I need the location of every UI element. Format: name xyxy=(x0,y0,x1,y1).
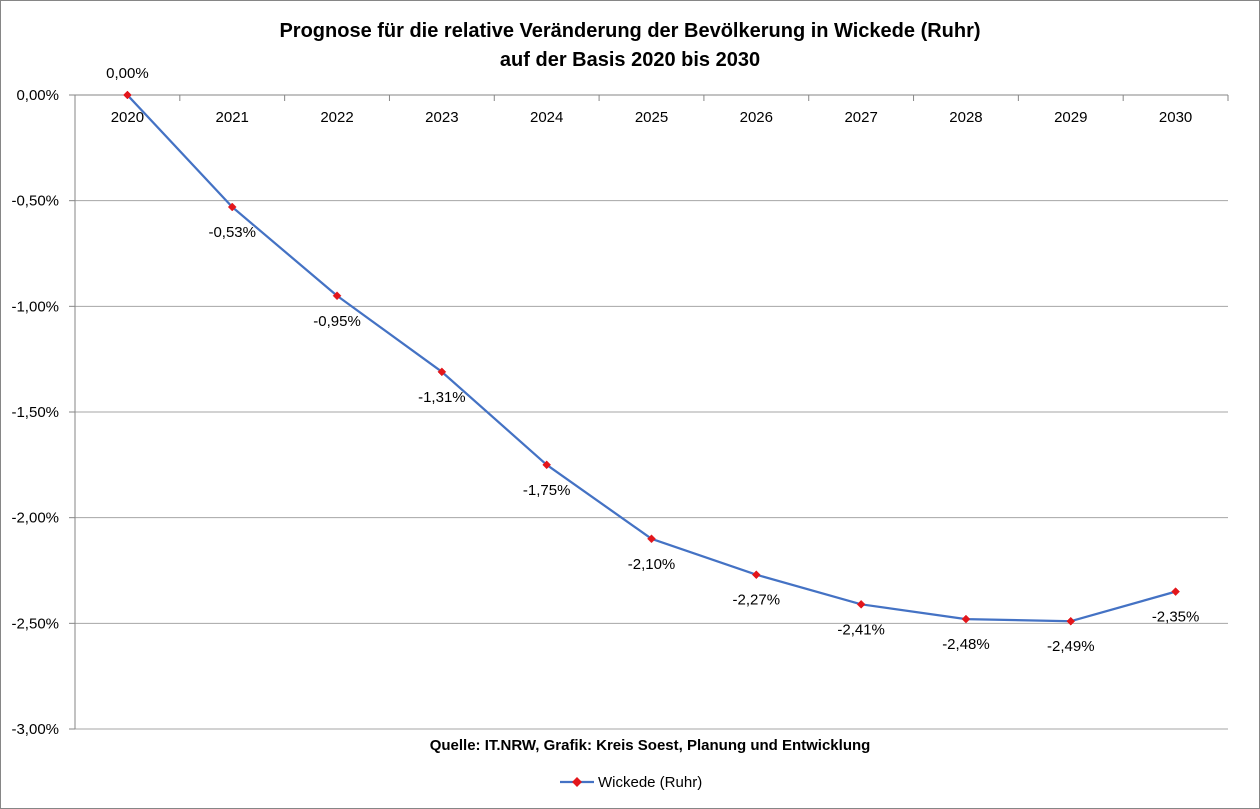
x-tick-label: 2025 xyxy=(635,109,668,126)
x-tick-label: 2030 xyxy=(1159,109,1192,126)
y-tick-label: -2,50% xyxy=(11,615,59,632)
y-tick-label: 0,00% xyxy=(16,87,59,104)
data-label: -2,41% xyxy=(837,621,885,638)
source-note: Quelle: IT.NRW, Grafik: Kreis Soest, Pla… xyxy=(430,737,871,754)
x-tick-label: 2029 xyxy=(1054,109,1087,126)
y-axis-tick-labels: 0,00% -0,50% -1,00% -1,50% -2,00% -2,50% -3,00… xyxy=(11,87,59,738)
series-wickede xyxy=(123,90,1180,626)
x-axis-tick-labels: 2020 2021 2022 2023 2024 2025 2026 2027 2028 2029… xyxy=(111,109,1193,126)
x-tick-label: 2021 xyxy=(216,109,249,126)
data-label: -2,27% xyxy=(733,592,781,609)
y-tick-label: -2,00% xyxy=(11,510,59,527)
data-point xyxy=(647,534,656,544)
axes xyxy=(74,94,1229,729)
gridlines xyxy=(69,94,1228,730)
data-point xyxy=(1066,616,1076,626)
data-point xyxy=(542,460,552,470)
y-tick-label: -0,50% xyxy=(11,193,59,210)
x-tick-label: 2026 xyxy=(740,109,773,126)
data-point xyxy=(1171,587,1180,596)
data-label: -0,53% xyxy=(208,224,256,241)
legend: Wickede (Ruhr) xyxy=(560,774,702,791)
data-point xyxy=(751,570,761,580)
x-tick-label: 2028 xyxy=(949,109,982,126)
data-point xyxy=(227,202,237,212)
data-label: -1,75% xyxy=(523,482,571,499)
y-tick-label: -1,00% xyxy=(11,298,59,315)
data-label: -2,48% xyxy=(942,636,990,653)
chart-title: Prognose für die relative Veränderung de… xyxy=(279,20,980,42)
x-tick-label: 2024 xyxy=(530,109,563,126)
y-tick-label: -3,00% xyxy=(11,721,59,738)
y-tick-label: -1,50% xyxy=(11,404,59,421)
data-label: -1,31% xyxy=(418,389,466,406)
x-tick-label: 2027 xyxy=(844,109,877,126)
x-tick-label: 2022 xyxy=(320,109,353,126)
chart-subtitle: auf der Basis 2020 bis 2030 xyxy=(500,49,760,71)
data-point xyxy=(437,367,447,377)
data-point xyxy=(123,90,132,100)
x-tick-label: 2020 xyxy=(111,109,144,126)
data-labels: 0,00% -0,53% -0,95% -1,31% -1,75% -2,10% -2,27… xyxy=(106,65,1199,655)
data-label: -2,10% xyxy=(628,556,676,573)
legend-label: Wickede (Ruhr) xyxy=(598,774,702,791)
data-label: 0,00% xyxy=(106,65,149,82)
data-label: -2,49% xyxy=(1047,638,1095,655)
data-label: -2,35% xyxy=(1152,609,1200,626)
data-point xyxy=(332,291,342,301)
legend-marker-swatch xyxy=(572,777,582,787)
data-point xyxy=(856,599,866,609)
x-tick-label: 2023 xyxy=(425,109,458,126)
data-point xyxy=(961,614,971,624)
data-label: -0,95% xyxy=(313,313,361,330)
